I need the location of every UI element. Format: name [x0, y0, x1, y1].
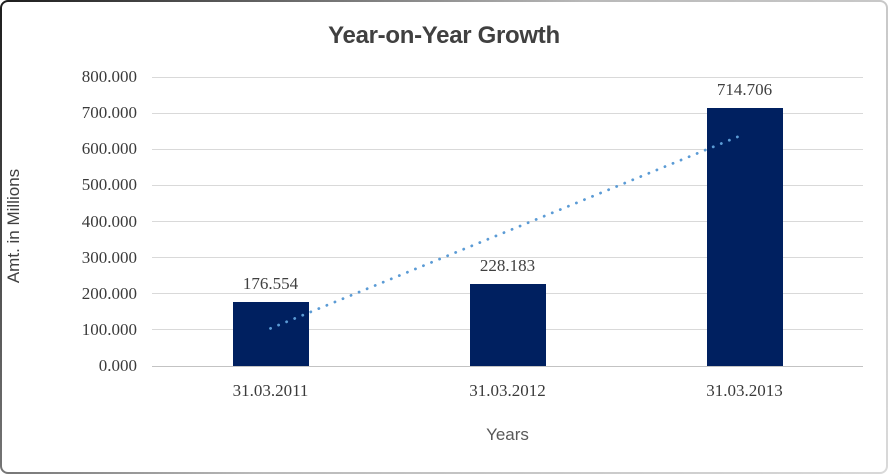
- y-tick-label: 0.000: [98, 356, 137, 375]
- y-axis-tick-labels: 0.000 100.000 200.000 300.000 400.000 500.000…: [42, 67, 137, 375]
- y-tick-label: 300.000: [81, 247, 137, 267]
- data-label: 714.706: [716, 79, 773, 99]
- gridline: [152, 112, 863, 114]
- bar: [469, 283, 546, 366]
- y-tick-label: 700.000: [81, 103, 137, 123]
- y-tick-label: 600.000: [81, 139, 137, 159]
- bar: [232, 302, 309, 366]
- bar: [706, 107, 783, 366]
- y-tick-label: 800.000: [81, 67, 137, 86]
- gridline: [152, 365, 863, 367]
- plot-area: 176.554 228.183 714.706: [152, 76, 863, 367]
- y-tick-label: 200.000: [81, 283, 137, 303]
- data-label: 176.554: [242, 274, 299, 294]
- trendline: [269, 132, 746, 330]
- gridline: [152, 76, 863, 78]
- data-label: 228.183: [479, 255, 536, 275]
- y-tick-label: 100.000: [81, 319, 137, 339]
- y-tick-label: 400.000: [81, 211, 137, 231]
- x-axis-tick-labels: 31.03.2011 31.03.2012 31.03.2013: [152, 380, 863, 404]
- gridline: [152, 184, 863, 186]
- x-tick-label: 31.03.2013: [706, 381, 783, 400]
- gridline: [152, 148, 863, 150]
- x-tick-label: 31.03.2011: [232, 381, 309, 400]
- x-tick-label: 31.03.2012: [469, 381, 546, 400]
- y-tick-label: 500.000: [81, 175, 137, 195]
- x-axis-title: Years: [486, 425, 529, 444]
- chart-title: Year-on-Year Growth: [328, 22, 560, 49]
- gridline: [152, 221, 863, 222]
- y-axis-title: Amt. in Millions: [4, 168, 23, 284]
- gridline: [152, 257, 863, 259]
